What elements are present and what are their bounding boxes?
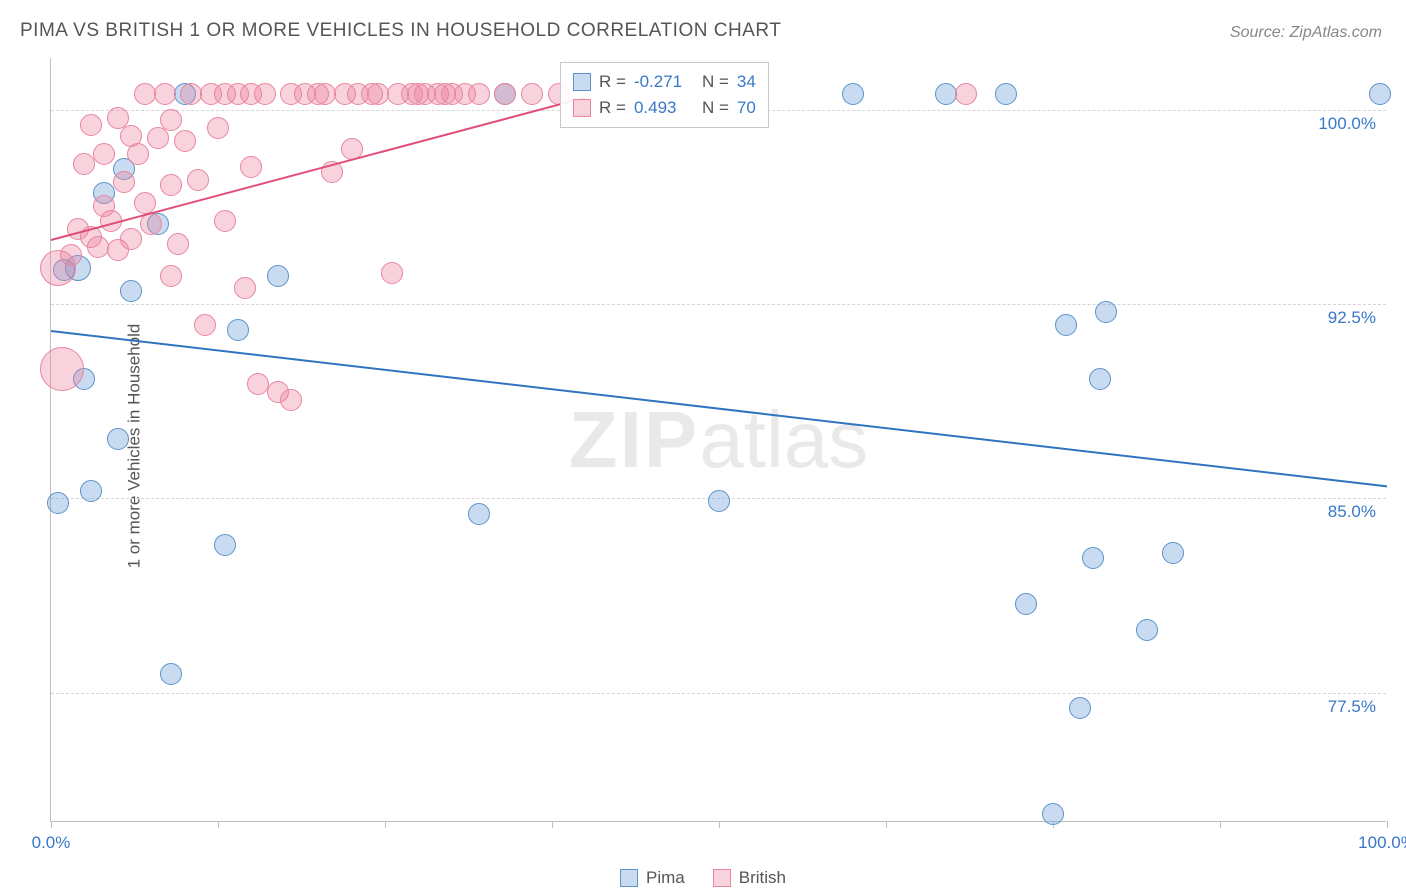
r-label: R = <box>599 69 626 95</box>
scatter-point <box>1042 803 1064 825</box>
gridline-h <box>51 304 1386 305</box>
scatter-point <box>147 127 169 149</box>
scatter-point <box>60 244 82 266</box>
scatter-point <box>521 83 543 105</box>
scatter-point <box>240 156 262 178</box>
scatter-point <box>1162 542 1184 564</box>
scatter-point <box>120 280 142 302</box>
x-tick <box>1220 821 1221 828</box>
scatter-point <box>1015 593 1037 615</box>
r-label: R = <box>599 95 626 121</box>
scatter-point <box>1136 619 1158 641</box>
legend-label: Pima <box>646 868 685 888</box>
scatter-point <box>1369 83 1391 105</box>
r-value: -0.271 <box>634 69 694 95</box>
x-tick <box>218 821 219 828</box>
scatter-point <box>708 490 730 512</box>
scatter-point <box>842 83 864 105</box>
scatter-point <box>93 143 115 165</box>
scatter-point <box>127 143 149 165</box>
scatter-point <box>194 314 216 336</box>
stats-legend-row: R = -0.271 N = 34 <box>573 69 756 95</box>
scatter-point <box>160 109 182 131</box>
scatter-point <box>1095 301 1117 323</box>
scatter-point <box>935 83 957 105</box>
scatter-point <box>120 228 142 250</box>
n-value: 34 <box>737 69 756 95</box>
x-tick-label: 0.0% <box>32 833 71 853</box>
scatter-point <box>494 83 516 105</box>
watermark-bold: ZIP <box>569 395 699 484</box>
n-value: 70 <box>737 95 756 121</box>
legend-swatch <box>620 869 638 887</box>
x-tick <box>552 821 553 828</box>
trend-line <box>51 330 1387 487</box>
scatter-point <box>254 83 276 105</box>
x-tick <box>719 821 720 828</box>
y-tick-label: 85.0% <box>1328 502 1376 522</box>
scatter-point <box>234 277 256 299</box>
y-tick-label: 92.5% <box>1328 308 1376 328</box>
scatter-point <box>40 347 84 391</box>
legend-item: British <box>713 868 786 888</box>
chart-source: Source: ZipAtlas.com <box>1230 24 1382 42</box>
scatter-point <box>160 663 182 685</box>
scatter-point <box>113 171 135 193</box>
x-tick <box>1387 821 1388 828</box>
y-tick-label: 100.0% <box>1318 114 1376 134</box>
plot-area: ZIPatlas 77.5%85.0%92.5%100.0%0.0%100.0% <box>50 58 1386 822</box>
scatter-point <box>267 265 289 287</box>
legend-label: British <box>739 868 786 888</box>
scatter-point <box>160 174 182 196</box>
scatter-point <box>134 192 156 214</box>
scatter-point <box>214 534 236 556</box>
scatter-point <box>468 503 490 525</box>
scatter-point <box>214 210 236 232</box>
x-tick <box>886 821 887 828</box>
scatter-point <box>160 265 182 287</box>
scatter-point <box>154 83 176 105</box>
scatter-point <box>247 373 269 395</box>
x-tick <box>51 821 52 828</box>
scatter-point <box>73 153 95 175</box>
n-label: N = <box>702 69 729 95</box>
scatter-point <box>80 480 102 502</box>
scatter-point <box>227 319 249 341</box>
n-label: N = <box>702 95 729 121</box>
scatter-point <box>314 83 336 105</box>
scatter-point <box>1082 547 1104 569</box>
r-value: 0.493 <box>634 95 694 121</box>
chart-title: PIMA VS BRITISH 1 OR MORE VEHICLES IN HO… <box>20 20 781 42</box>
bottom-legend: Pima British <box>620 868 786 888</box>
legend-item: Pima <box>620 868 685 888</box>
scatter-point <box>280 389 302 411</box>
scatter-point <box>1069 697 1091 719</box>
stats-legend-row: R = 0.493 N = 70 <box>573 95 756 121</box>
x-tick-label: 100.0% <box>1358 833 1406 853</box>
scatter-point <box>1089 368 1111 390</box>
scatter-point <box>995 83 1017 105</box>
scatter-point <box>80 114 102 136</box>
stats-legend: R = -0.271 N = 34 R = 0.493 N = 70 <box>560 62 769 128</box>
scatter-point <box>107 428 129 450</box>
scatter-point <box>1055 314 1077 336</box>
legend-swatch <box>573 73 591 91</box>
scatter-point <box>367 83 389 105</box>
legend-swatch <box>713 869 731 887</box>
scatter-point <box>180 83 202 105</box>
scatter-point <box>87 236 109 258</box>
scatter-point <box>955 83 977 105</box>
x-tick <box>385 821 386 828</box>
scatter-point <box>47 492 69 514</box>
scatter-point <box>134 83 156 105</box>
scatter-point <box>174 130 196 152</box>
y-tick-label: 77.5% <box>1328 697 1376 717</box>
scatter-point <box>167 233 189 255</box>
scatter-point <box>381 262 403 284</box>
scatter-point <box>187 169 209 191</box>
scatter-point <box>468 83 490 105</box>
scatter-point <box>207 117 229 139</box>
legend-swatch <box>573 99 591 117</box>
gridline-h <box>51 693 1386 694</box>
